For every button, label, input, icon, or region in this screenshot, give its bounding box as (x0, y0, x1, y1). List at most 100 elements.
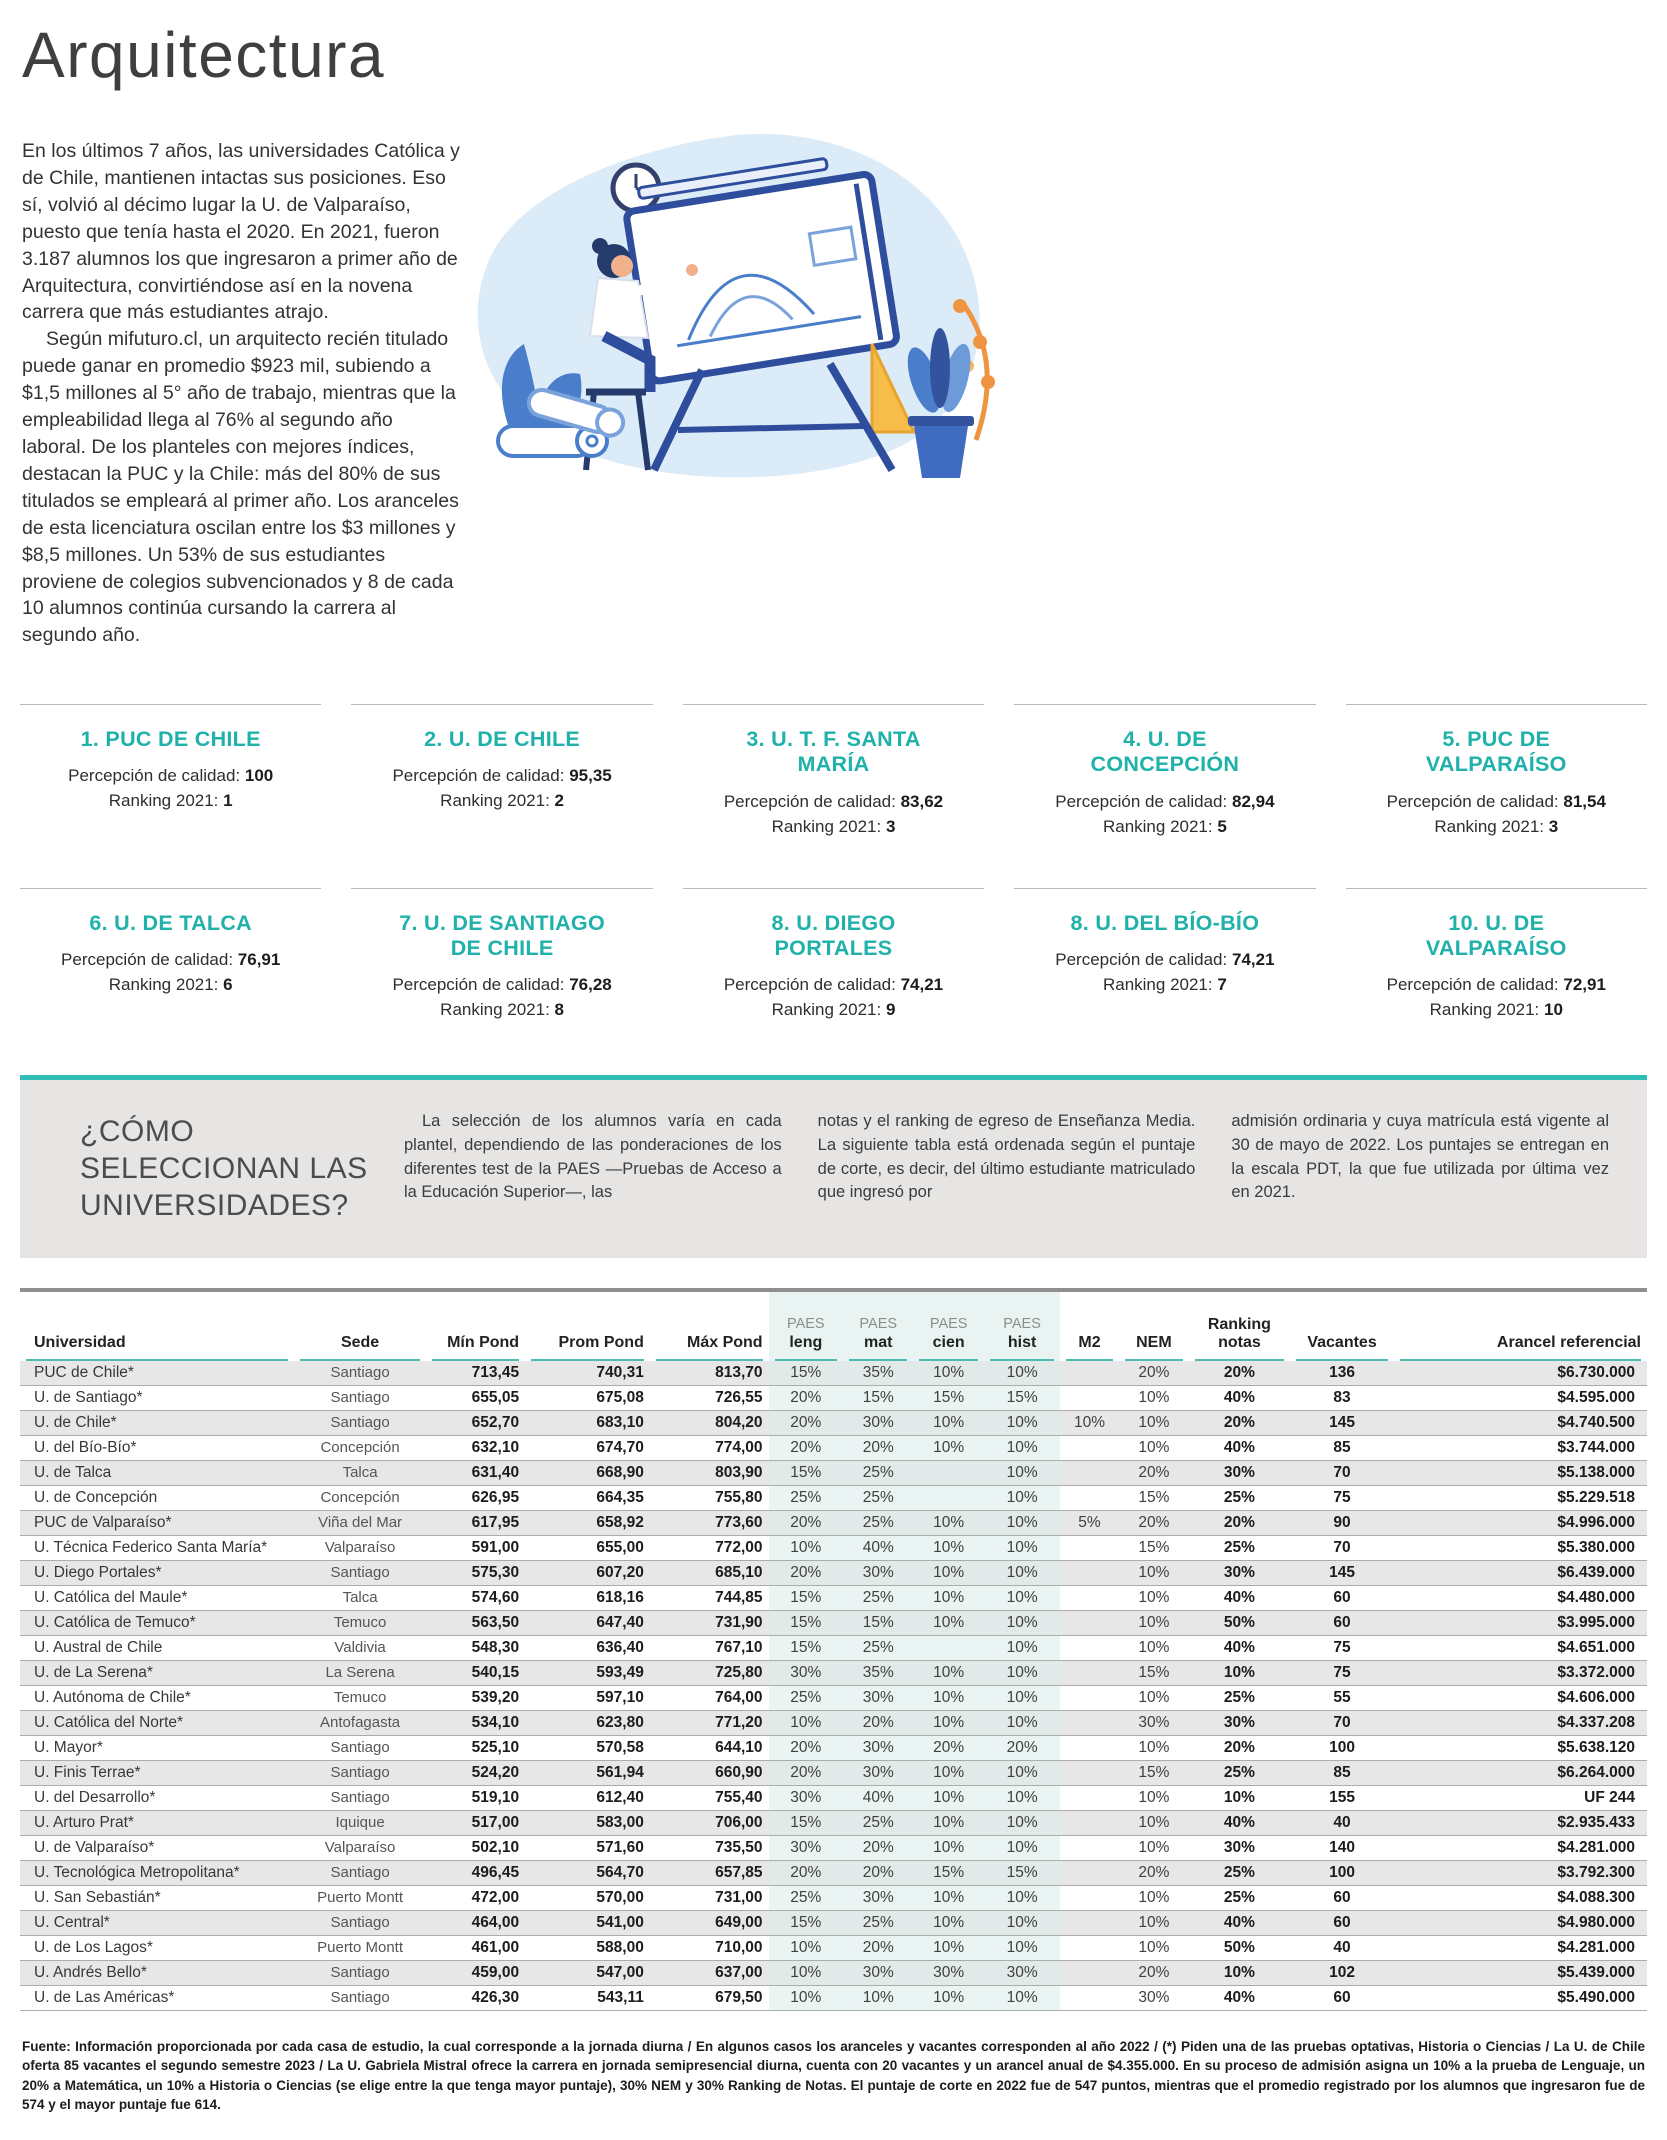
cell-paes-leng: 10% (768, 1710, 844, 1737)
cell-paes-hist: 10% (983, 1710, 1061, 1737)
cell-universidad: U. del Bío-Bío* (20, 1435, 294, 1462)
cell-nem: 30% (1118, 1985, 1190, 2012)
table-row: U. de Los Lagos* Puerto Montt 461,00 588… (20, 1935, 1647, 1962)
ranking-label: Ranking 2021: (1429, 1000, 1540, 1020)
cell-paes-mat: 20% (843, 1435, 914, 1462)
cell-arancel: $4.651.000 (1394, 1635, 1647, 1662)
cell-paes-cien (913, 1460, 984, 1487)
cell-nem: 10% (1118, 1835, 1190, 1862)
card-university-title: 6. U. DE TALCA (89, 910, 253, 935)
cell-vacantes: 145 (1289, 1560, 1395, 1587)
cell-paes-cien: 10% (913, 1885, 984, 1912)
cell-nem: 20% (1118, 1860, 1190, 1887)
intro-paragraph-1: En los últimos 7 años, las universidades… (22, 140, 460, 324)
cell-arancel: $4.740.500 (1394, 1410, 1647, 1437)
cell-sede: Talca (293, 1585, 427, 1612)
cell-paes-mat: 20% (843, 1860, 914, 1887)
cell-universidad: PUC de Valparaíso* (20, 1510, 294, 1537)
cell-paes-hist: 10% (983, 1985, 1061, 2012)
cell-min-pond: 652,70 (426, 1410, 526, 1437)
cell-sede: Santiago (293, 1985, 427, 2012)
cell-max-pond: 773,60 (649, 1510, 769, 1537)
cell-vacantes: 60 (1289, 1910, 1395, 1937)
quality-label: Percepción de calidad: (61, 950, 234, 970)
cell-max-pond: 710,00 (649, 1935, 769, 1962)
cell-paes-mat: 30% (843, 1685, 914, 1712)
cell-sede: Santiago (293, 1785, 427, 1812)
table-row: U. de Talca Talca 631,40 668,90 803,90 1… (20, 1460, 1647, 1487)
cell-paes-mat: 30% (843, 1410, 914, 1437)
col-header-nem: NEM (1119, 1292, 1189, 1362)
cell-vacantes: 75 (1289, 1485, 1395, 1512)
card-university-title: 2. U. DE CHILE (424, 727, 581, 751)
cell-sede: Concepción (293, 1435, 427, 1462)
ranking-value: 3 (1548, 816, 1559, 836)
cell-paes-hist: 10% (983, 1935, 1061, 1962)
card-ranking-line: Ranking 2021: 5 (1014, 817, 1315, 837)
cell-vacantes: 145 (1289, 1410, 1395, 1437)
cell-sede: Talca (293, 1460, 427, 1487)
cell-paes-mat: 25% (843, 1635, 914, 1662)
cell-ranking-notas: 50% (1189, 1935, 1290, 1962)
cell-paes-hist: 10% (983, 1810, 1061, 1837)
ranking-value: 1 (223, 791, 233, 811)
cell-paes-hist: 10% (983, 1610, 1061, 1637)
cell-sede: Puerto Montt (293, 1935, 427, 1962)
cell-paes-leng: 15% (768, 1460, 844, 1487)
cell-prom-pond: 564,70 (525, 1860, 650, 1887)
col-header-arancel: Arancel referencial (1394, 1292, 1647, 1362)
cell-sede: Temuco (293, 1685, 427, 1712)
cell-universidad: U. Autónoma de Chile* (20, 1685, 294, 1712)
cell-arancel: $5.490.000 (1394, 1985, 1647, 2012)
cell-paes-leng: 10% (768, 1535, 844, 1562)
cell-prom-pond: 664,35 (525, 1485, 650, 1512)
cell-arancel: UF 244 (1394, 1785, 1647, 1812)
cell-min-pond: 502,10 (426, 1835, 526, 1862)
cell-paes-hist: 10% (983, 1585, 1061, 1612)
cell-paes-leng: 20% (768, 1735, 844, 1762)
cell-paes-cien: 10% (913, 1760, 984, 1787)
card-university-title: 8. U. DEL BÍO-BÍO (1070, 910, 1260, 935)
table-legs (650, 361, 896, 473)
cell-m2 (1060, 1585, 1119, 1612)
cell-paes-hist: 30% (983, 1960, 1061, 1987)
cell-nem: 20% (1118, 1460, 1190, 1487)
cell-prom-pond: 612,40 (525, 1785, 650, 1812)
cell-arancel: $4.088.300 (1394, 1885, 1647, 1912)
cell-universidad: U. de La Serena* (20, 1660, 294, 1687)
cell-paes-cien: 10% (913, 1610, 984, 1637)
cell-prom-pond: 543,11 (525, 1985, 650, 2012)
ranking-card: 2. U. DE CHILE Percepción de calidad: 95… (351, 704, 653, 842)
cell-universidad: PUC de Chile* (20, 1361, 294, 1387)
ranking-value: 3 (885, 816, 896, 836)
cell-paes-hist: 10% (983, 1560, 1061, 1587)
cell-vacantes: 60 (1289, 1985, 1395, 2012)
cell-nem: 10% (1118, 1885, 1190, 1912)
col-header-m2: M2 (1060, 1292, 1118, 1362)
drafting-board (623, 157, 900, 385)
cell-paes-hist: 10% (983, 1510, 1061, 1537)
cell-nem: 10% (1118, 1585, 1190, 1612)
quality-label: Percepción de calidad: (1386, 791, 1559, 811)
universities-table-wrap: Universidad Sede Mín Pond Prom Pond Máx … (20, 1288, 1647, 2012)
cell-paes-cien: 10% (913, 1410, 984, 1437)
cell-arancel: $6.264.000 (1394, 1760, 1647, 1787)
cell-min-pond: 617,95 (426, 1510, 526, 1537)
cell-prom-pond: 683,10 (525, 1410, 650, 1437)
table-row: U. del Bío-Bío* Concepción 632,10 674,70… (20, 1435, 1647, 1462)
cell-paes-mat: 25% (843, 1460, 914, 1487)
cell-paes-leng: 20% (768, 1860, 844, 1887)
cell-universidad: U. Arturo Prat* (20, 1810, 294, 1837)
cell-nem: 20% (1118, 1361, 1190, 1387)
cell-paes-leng: 15% (768, 1635, 844, 1662)
cell-min-pond: 574,60 (426, 1585, 526, 1612)
cell-paes-cien: 10% (913, 1435, 984, 1462)
cell-max-pond: 755,40 (649, 1785, 769, 1812)
ranking-card: 5. PUC DE VALPARAÍSO Percepción de calid… (1345, 704, 1647, 842)
cell-max-pond: 649,00 (649, 1910, 769, 1937)
cell-paes-leng: 10% (768, 1985, 844, 2012)
cell-sede: Antofagasta (293, 1710, 427, 1737)
cell-min-pond: 548,30 (426, 1635, 526, 1662)
cell-paes-mat: 25% (843, 1510, 914, 1537)
cell-sede: Valparaíso (293, 1535, 427, 1562)
